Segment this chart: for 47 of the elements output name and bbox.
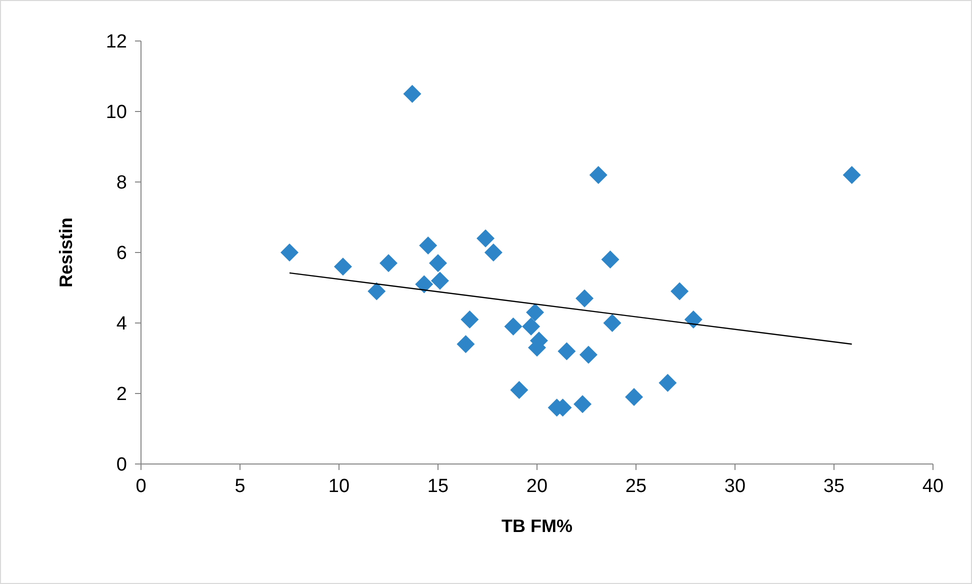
y-tick-label: 0 bbox=[116, 454, 127, 476]
point bbox=[589, 166, 608, 184]
point bbox=[415, 275, 434, 294]
point bbox=[658, 374, 677, 392]
point bbox=[842, 166, 861, 184]
point bbox=[504, 318, 522, 336]
point bbox=[558, 342, 576, 360]
y-tick-label: 8 bbox=[116, 172, 127, 194]
point bbox=[456, 335, 475, 354]
point bbox=[280, 244, 298, 262]
x-tick-label: 5 bbox=[234, 476, 246, 497]
point bbox=[579, 346, 598, 364]
point bbox=[334, 258, 352, 276]
y-tick-label: 4 bbox=[116, 314, 128, 335]
point bbox=[430, 272, 449, 290]
point bbox=[403, 84, 422, 103]
point bbox=[510, 380, 528, 399]
point bbox=[670, 282, 689, 300]
point bbox=[419, 236, 438, 254]
y-axis-title: Resistin bbox=[56, 217, 76, 288]
x-axis-title: TB FM% bbox=[502, 516, 572, 536]
point bbox=[625, 388, 644, 406]
x-tick-label: 20 bbox=[526, 476, 548, 497]
point bbox=[476, 229, 495, 248]
x-tick-label: 25 bbox=[625, 476, 647, 497]
point bbox=[684, 310, 702, 328]
point bbox=[526, 303, 544, 322]
point bbox=[380, 254, 398, 272]
x-tick-label: 10 bbox=[328, 476, 350, 497]
y-tick-label: 6 bbox=[116, 243, 127, 264]
point bbox=[603, 314, 622, 332]
point bbox=[484, 244, 502, 262]
x-tick-label: 40 bbox=[922, 476, 944, 497]
y-tick-label: 10 bbox=[106, 102, 127, 124]
x-tick-label: 30 bbox=[724, 476, 746, 497]
y-tick-label: 12 bbox=[106, 32, 127, 53]
y-tick-label: 2 bbox=[116, 384, 127, 406]
point bbox=[368, 282, 386, 300]
point bbox=[429, 254, 447, 272]
point bbox=[522, 318, 540, 336]
point bbox=[576, 289, 594, 308]
x-tick-label: 35 bbox=[823, 476, 845, 497]
x-tick-label: 0 bbox=[136, 476, 146, 497]
point bbox=[574, 395, 592, 414]
point bbox=[460, 310, 479, 328]
x-tick-label: 15 bbox=[427, 476, 449, 497]
point bbox=[601, 250, 620, 269]
